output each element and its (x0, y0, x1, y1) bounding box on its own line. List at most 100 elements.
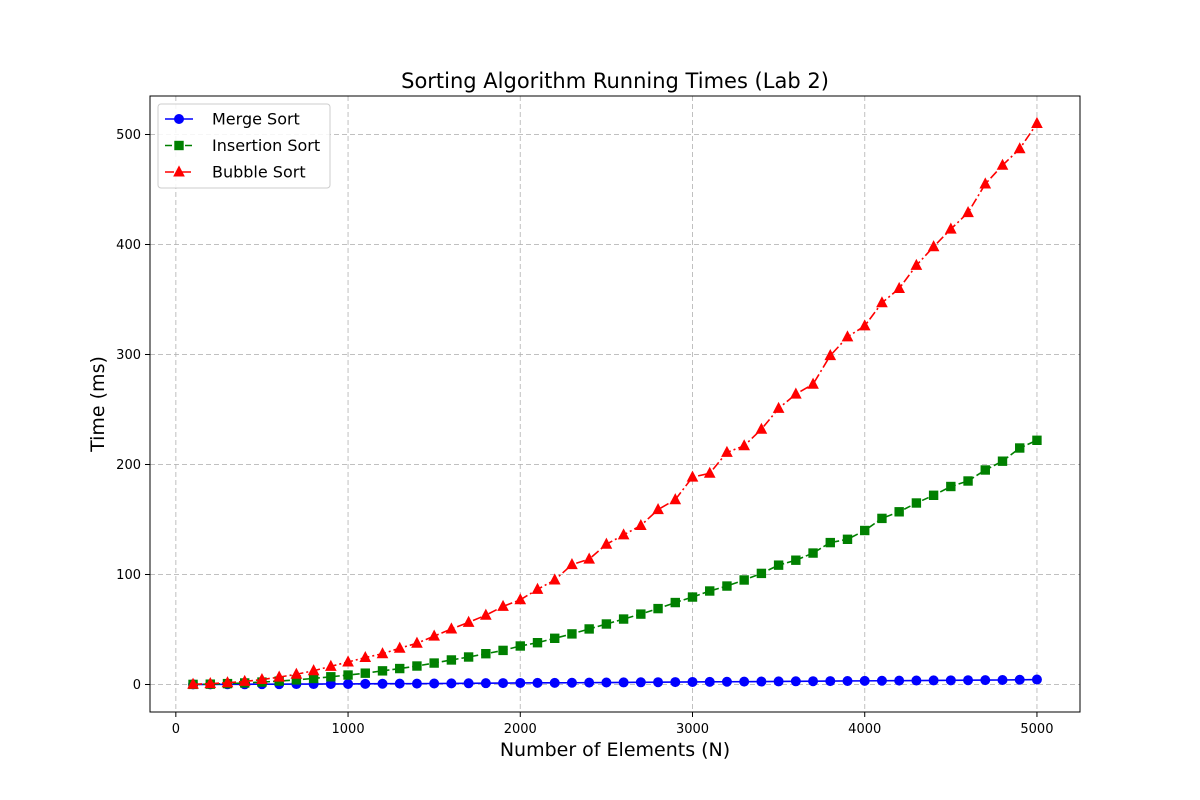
data-point-bubble-sort (772, 401, 785, 413)
data-point-merge-sort (842, 675, 853, 686)
legend: Merge Sort Insertion Sort Bubble Sort (157, 103, 331, 189)
data-point-insertion-sort (860, 525, 870, 536)
legend-marker-bubble-sort (173, 165, 185, 177)
data-point-bubble-sort (945, 222, 957, 234)
data-point-bubble-sort (755, 422, 768, 434)
data-point-merge-sort (446, 678, 457, 689)
data-point-insertion-sort (928, 490, 939, 501)
data-point-merge-sort (463, 678, 474, 689)
legend-label-bubble-sort: Bubble Sort (212, 163, 306, 182)
data-point-bubble-sort (910, 258, 923, 270)
data-point-bubble-sort (359, 650, 372, 663)
x-axis-title: Number of Elements (N) (500, 739, 730, 761)
data-point-insertion-sort (705, 586, 715, 596)
data-point-insertion-sort (687, 592, 698, 602)
data-point-bubble-sort (962, 206, 974, 218)
series-bubble-sort (187, 116, 1043, 689)
x-tick-label: 2000 (504, 722, 537, 737)
data-point-insertion-sort (463, 652, 474, 662)
data-point-merge-sort (997, 674, 1008, 685)
data-point-insertion-sort (739, 575, 749, 585)
y-tick-label: 200 (116, 458, 141, 473)
data-point-bubble-sort (221, 676, 234, 688)
data-point-bubble-sort (376, 647, 389, 659)
y-tick-label: 400 (116, 238, 141, 253)
data-point-bubble-sort (428, 629, 440, 641)
x-tick-label: 0 (172, 722, 180, 737)
data-point-merge-sort (360, 678, 371, 689)
data-point-bubble-sort (841, 330, 854, 342)
plot-frame (149, 95, 1081, 713)
data-point-bubble-sort (927, 240, 940, 252)
data-point-bubble-sort (790, 387, 802, 399)
data-point-merge-sort (911, 675, 922, 686)
data-point-merge-sort (963, 675, 974, 686)
data-point-merge-sort (584, 677, 595, 688)
data-point-bubble-sort (635, 518, 647, 531)
data-point-bubble-sort (617, 528, 630, 540)
data-point-bubble-sort (979, 177, 992, 189)
data-point-merge-sort (377, 678, 388, 689)
x-tick-label: 4000 (848, 722, 881, 737)
data-point-merge-sort (601, 677, 612, 688)
legend-label-merge-sort: Merge Sort (212, 110, 300, 129)
data-point-insertion-sort (446, 655, 457, 665)
data-point-bubble-sort (290, 667, 303, 679)
data-point-bubble-sort (1031, 116, 1043, 128)
data-point-insertion-sort (808, 548, 818, 558)
data-point-insertion-sort (308, 673, 319, 684)
data-point-bubble-sort (807, 377, 819, 389)
data-point-merge-sort (343, 678, 354, 689)
data-point-bubble-sort (669, 493, 682, 505)
data-point-merge-sort (394, 678, 405, 689)
data-point-insertion-sort (894, 507, 904, 517)
data-point-insertion-sort (326, 672, 336, 682)
data-point-bubble-sort (703, 466, 716, 478)
data-point-bubble-sort (393, 641, 406, 653)
data-point-bubble-sort (325, 659, 337, 671)
x-tick-label: 5000 (1020, 722, 1053, 737)
data-point-merge-sort (790, 676, 801, 687)
data-point-merge-sort (618, 677, 629, 688)
data-point-bubble-sort (480, 608, 492, 620)
data-point-insertion-sort (567, 629, 577, 639)
data-point-insertion-sort (1015, 443, 1025, 453)
data-point-insertion-sort (997, 456, 1008, 466)
data-point-bubble-sort (566, 558, 578, 570)
data-point-bubble-sort (738, 439, 750, 451)
data-point-insertion-sort (377, 666, 388, 676)
data-point-merge-sort (756, 676, 767, 687)
data-point-insertion-sort (343, 670, 353, 680)
chart-title: Sorting Algorithm Running Times (Lab 2) (401, 69, 829, 93)
data-point-merge-sort (687, 676, 698, 687)
data-point-merge-sort (1031, 674, 1042, 685)
data-point-bubble-sort (445, 622, 458, 634)
x-tick-label: 3000 (676, 722, 709, 737)
data-point-merge-sort (721, 676, 732, 687)
data-point-merge-sort (1014, 674, 1025, 685)
data-point-bubble-sort (996, 158, 1009, 170)
data-point-bubble-sort (1013, 142, 1026, 154)
data-point-insertion-sort (515, 641, 525, 651)
data-point-insertion-sort (412, 661, 422, 671)
legend-box (157, 103, 331, 189)
data-point-merge-sort (549, 677, 560, 688)
data-point-bubble-sort (256, 672, 268, 685)
y-tick-label: 100 (116, 568, 141, 583)
y-axis-title: Time (ms) (87, 356, 109, 453)
x-tick-label: 1000 (332, 722, 365, 737)
data-point-bubble-sort (686, 470, 699, 482)
data-point-insertion-sort (532, 638, 543, 648)
data-point-merge-sort (894, 675, 905, 686)
data-point-merge-sort (515, 677, 526, 688)
grid-lines (150, 96, 1080, 712)
data-point-merge-sort (480, 678, 491, 689)
data-point-insertion-sort (946, 481, 956, 492)
data-point-merge-sort (532, 677, 543, 688)
data-point-merge-sort (498, 678, 509, 689)
data-point-bubble-sort (187, 677, 199, 689)
data-point-bubble-sort (600, 537, 613, 549)
legend-marker-insertion-sort (174, 140, 184, 151)
axis-ticks: 0 1000 2000 3000 4000 5000 0 100 200 300 400 500 (116, 128, 1053, 737)
